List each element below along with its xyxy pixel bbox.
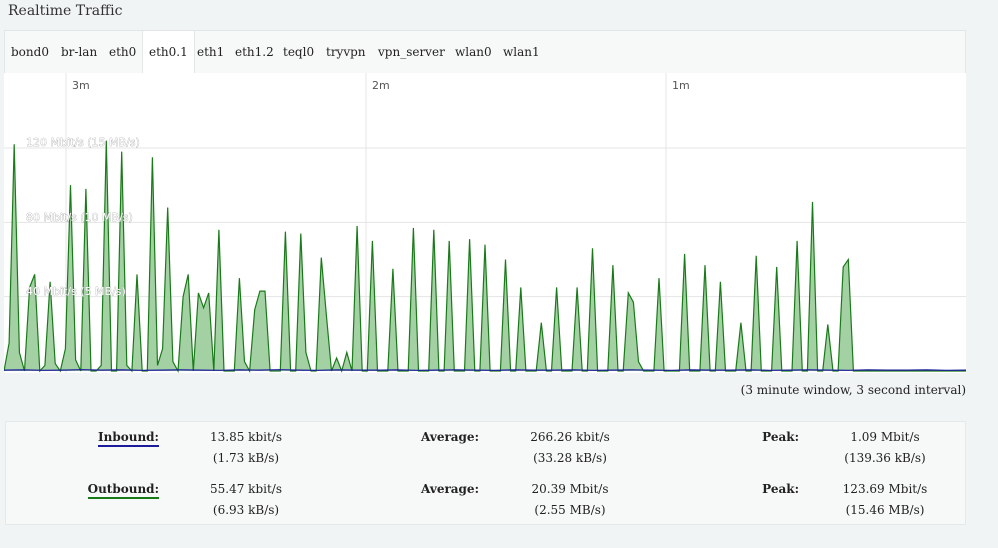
outbound-legend: Outbound: <box>87 482 159 499</box>
outbound-label: Outbound: <box>87 482 159 499</box>
traffic-stats: Inbound: 13.85 kbit/s (1.73 kB/s) Averag… <box>5 421 966 525</box>
time-label-1m: 1m <box>672 79 690 92</box>
tab-br-lan[interactable]: br-lan <box>61 45 98 59</box>
inbound-peak: 1.09 Mbit/s <box>850 430 920 444</box>
tab-wlan1[interactable]: wlan1 <box>503 45 540 59</box>
tab-eth0[interactable]: eth0 <box>109 45 137 59</box>
inbound-legend: Inbound: <box>97 430 159 447</box>
inbound-average-bytes: (33.28 kB/s) <box>533 451 607 465</box>
tab-bond0[interactable]: bond0 <box>11 45 49 59</box>
tab-eth0-1[interactable]: eth0.1 <box>142 31 195 75</box>
outbound-line <box>4 140 966 373</box>
inbound-peak-bytes: (139.36 kB/s) <box>844 451 926 465</box>
time-label-3m: 3m <box>72 79 90 92</box>
outbound-current: 55.47 kbit/s <box>210 482 282 496</box>
inbound-label: Inbound: <box>97 430 159 447</box>
inbound-line <box>4 369 966 371</box>
outbound-peak-bytes: (15.46 MB/s) <box>845 503 925 517</box>
scale-label-80: 80 Mbit/s (10 MB/s) <box>26 211 133 224</box>
tab-vpn-server[interactable]: vpn_server <box>378 45 445 59</box>
inbound-current: 13.85 kbit/s <box>210 430 282 444</box>
scale-label-40: 40 Mbit/s (5 MB/s) <box>26 285 126 298</box>
inbound-current-bytes: (1.73 kB/s) <box>212 451 280 465</box>
outbound-peak: 123.69 Mbit/s <box>842 482 928 496</box>
scale-label-120: 120 Mbit/s (15 MB/s) <box>26 136 140 149</box>
inbound-peak-label: Peak: <box>762 430 799 444</box>
outbound-current-bytes: (6.93 kB/s) <box>212 503 280 517</box>
traffic-graph: 3m 2m 1m 120 Mbit/s (15 MB/s) 80 Mbit/s … <box>4 73 966 373</box>
tab-teql0[interactable]: teql0 <box>283 45 315 59</box>
tab-tryvpn[interactable]: tryvpn <box>326 45 366 59</box>
page-title: Realtime Traffic <box>8 3 123 19</box>
outbound-peak-label: Peak: <box>762 482 799 496</box>
inbound-average-label: Average: <box>421 430 479 444</box>
tab-eth1[interactable]: eth1 <box>197 45 225 59</box>
window-note: (3 minute window, 3 second interval) <box>740 383 966 397</box>
tab-wlan0[interactable]: wlan0 <box>455 45 492 59</box>
outbound-average-label: Average: <box>421 482 479 496</box>
tab-eth1-2[interactable]: eth1.2 <box>235 45 274 59</box>
interface-tabbar: bond0 br-lan eth0 eth0.1 eth1 eth1.2 teq… <box>4 30 966 75</box>
inbound-average: 266.26 kbit/s <box>530 430 610 444</box>
outbound-average: 20.39 Mbit/s <box>531 482 609 496</box>
traffic-graph-svg: 3m 2m 1m 120 Mbit/s (15 MB/s) 80 Mbit/s … <box>4 73 966 373</box>
outbound-average-bytes: (2.55 MB/s) <box>534 503 606 517</box>
time-label-2m: 2m <box>372 79 390 92</box>
